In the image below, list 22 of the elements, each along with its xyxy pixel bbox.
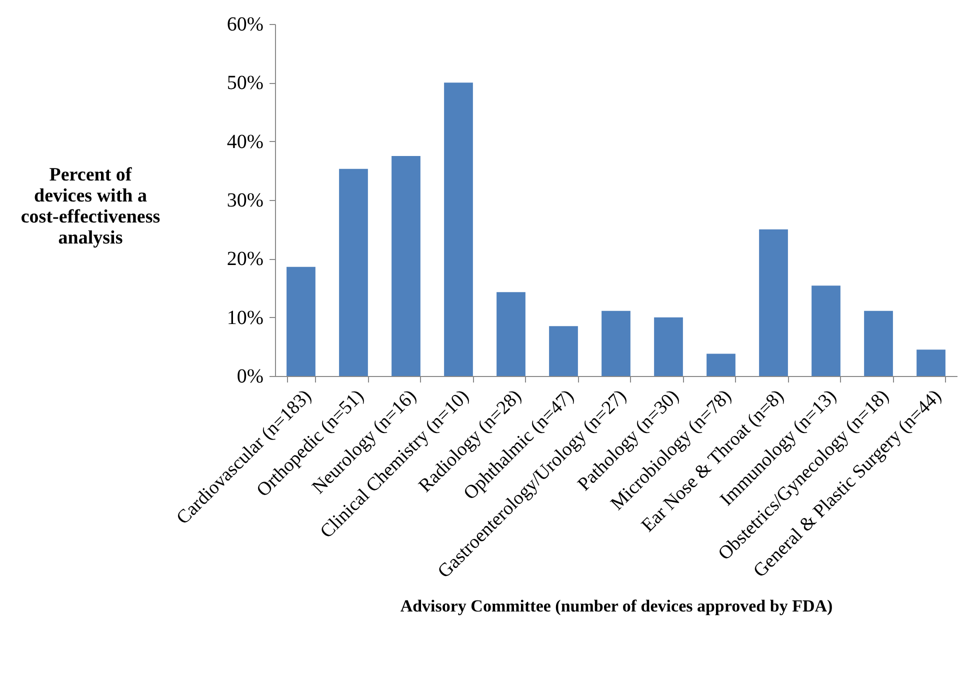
bar [759, 229, 788, 376]
y-tick-label: 0% [236, 366, 264, 388]
y-tick-label: 10% [226, 306, 264, 329]
y-axis-title: Percent of devices with a cost-effectiveness analysis [20, 164, 160, 248]
bar [602, 310, 630, 376]
bar [339, 168, 368, 376]
bar [549, 326, 578, 376]
x-axis-title: Advisory Committee (number of devices approved by FDA) [400, 596, 833, 616]
bar [286, 266, 316, 376]
bar [916, 350, 946, 376]
bar [812, 286, 840, 376]
y-tick-label: 40% [226, 130, 264, 153]
y-tick-label: 50% [226, 72, 264, 94]
y-tick-label: 30% [226, 190, 264, 212]
bar [444, 82, 473, 376]
bar [496, 292, 526, 376]
bar [654, 317, 683, 376]
bar [706, 354, 736, 376]
y-tick-label: 20% [226, 248, 264, 270]
bar [392, 156, 420, 376]
bar [864, 310, 893, 376]
y-tick-label: 60% [226, 14, 264, 36]
